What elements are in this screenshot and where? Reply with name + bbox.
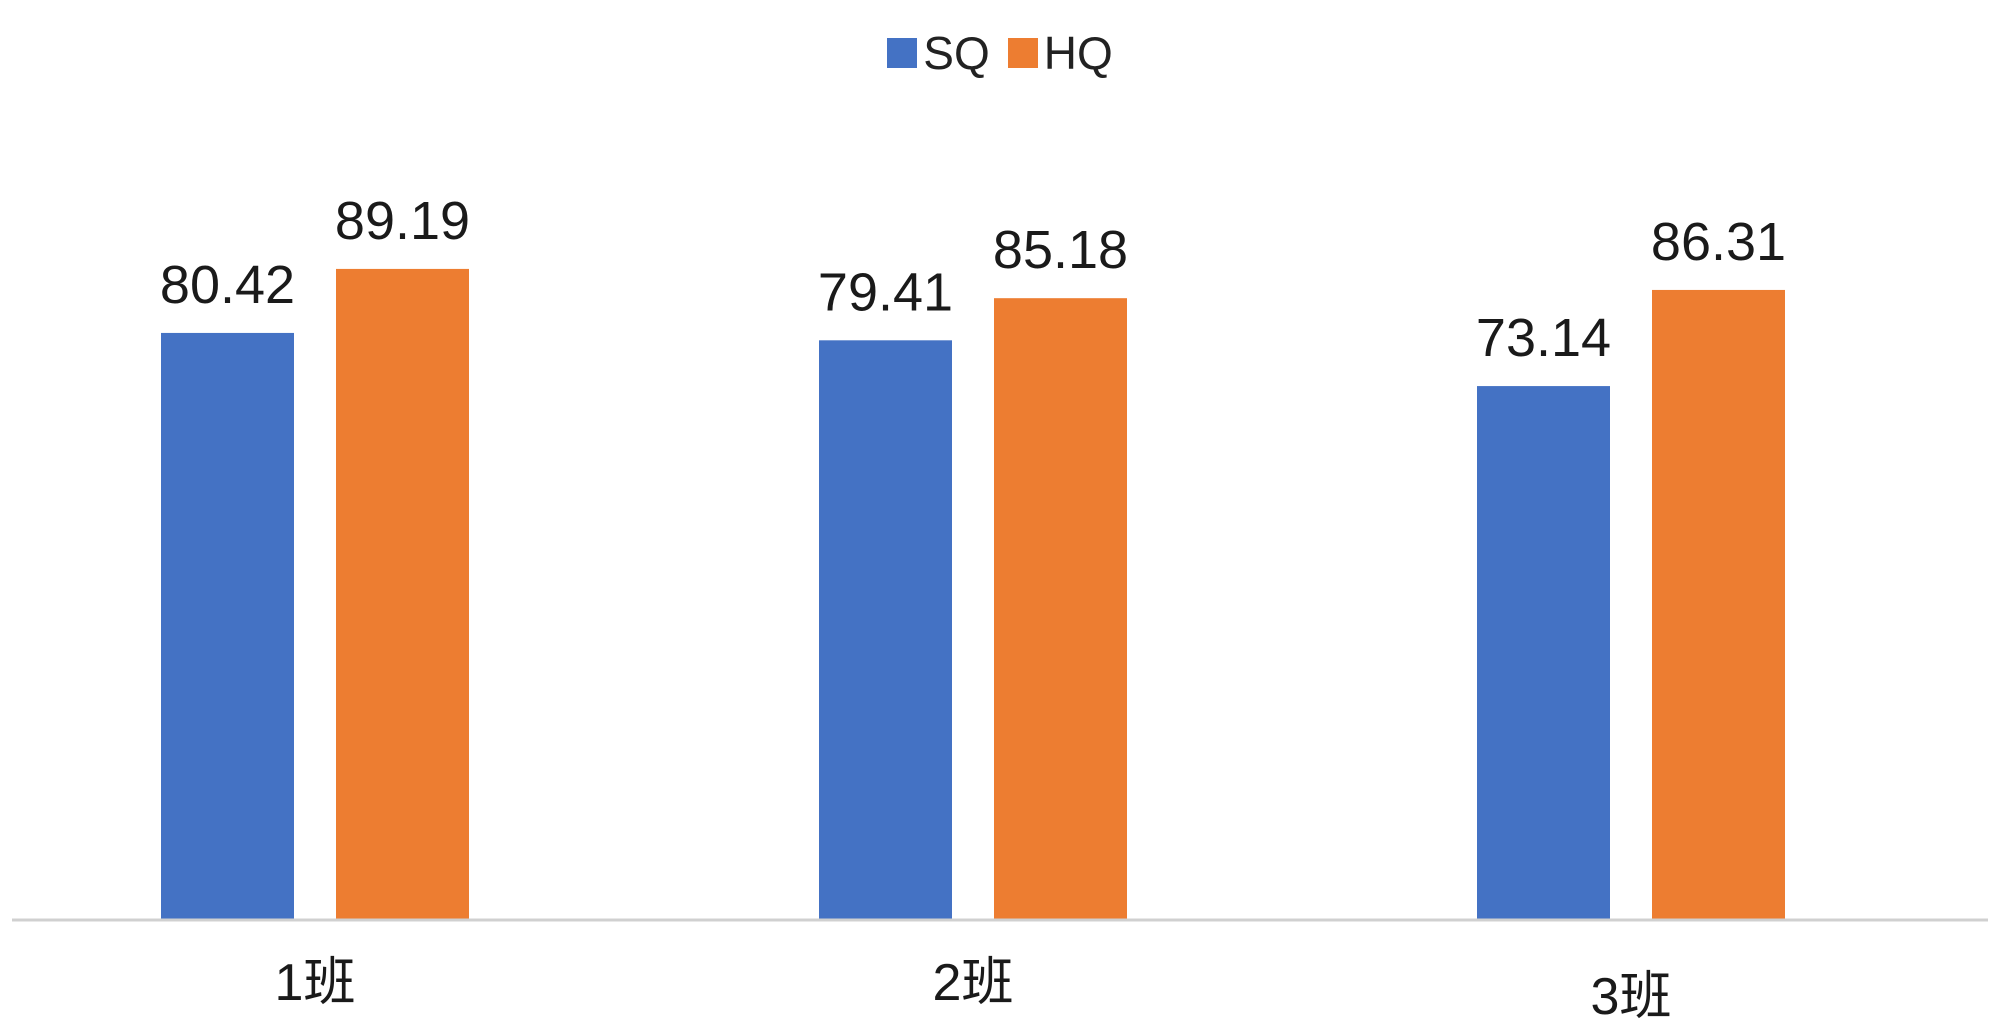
- data-label-hq-1: 89.19: [335, 191, 470, 251]
- x-tick-label-3: 3班: [1591, 968, 1672, 1025]
- data-labels-layer: 80.42 89.19 79.41 85.18 73.14 86.31: [160, 191, 1786, 368]
- chart-legend: SQ HQ: [0, 26, 2000, 80]
- legend-label-sq: SQ: [923, 27, 990, 79]
- bar-sq-3: [1477, 386, 1610, 920]
- data-label-hq-2: 85.18: [993, 220, 1128, 280]
- data-label-sq-1: 80.42: [160, 255, 295, 315]
- bar-hq-2: [994, 298, 1127, 920]
- bar-hq-3: [1652, 289, 1785, 920]
- legend-item-sq: SQ: [887, 26, 990, 80]
- data-label-sq-3: 73.14: [1476, 308, 1611, 368]
- bar-sq-2: [819, 340, 952, 920]
- bar-hq-1: [336, 268, 469, 921]
- x-tick-label-1: 1班: [275, 954, 356, 1012]
- x-tick-labels: 1班 2班 3班: [275, 954, 1672, 1025]
- legend-label-hq: HQ: [1043, 27, 1113, 79]
- bars-layer: [161, 268, 1785, 921]
- legend-swatch-hq: [1007, 38, 1038, 68]
- legend-item-hq: HQ: [1007, 26, 1113, 80]
- data-label-hq-3: 86.31: [1651, 212, 1786, 272]
- x-tick-label-2: 2班: [933, 954, 1014, 1012]
- bar-sq-1: [161, 332, 294, 921]
- data-label-sq-2: 79.41: [818, 262, 953, 322]
- legend-swatch-sq: [887, 38, 918, 68]
